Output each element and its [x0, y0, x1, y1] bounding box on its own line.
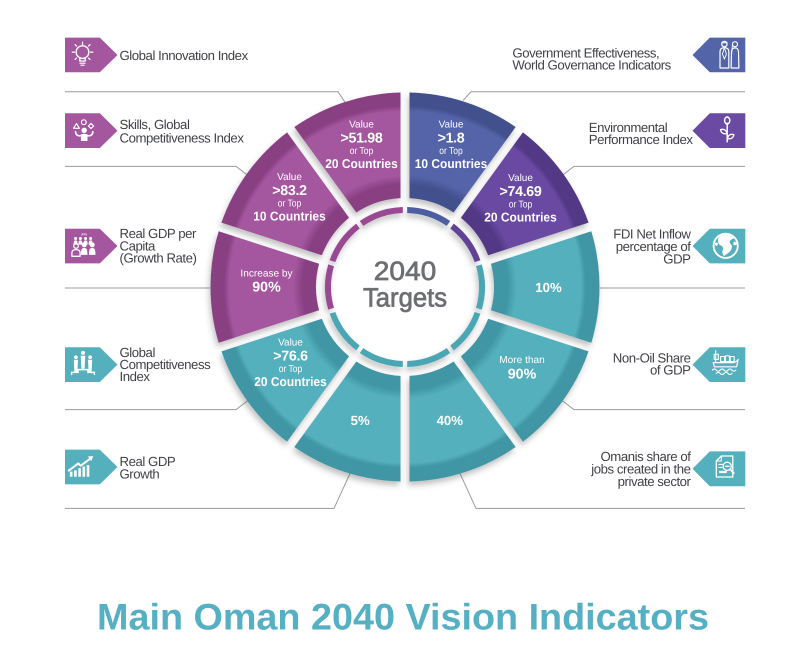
svg-text:20 Countries: 20 Countries: [484, 210, 557, 225]
svg-text:More than: More than: [499, 355, 544, 366]
svg-text:90%: 90%: [508, 366, 537, 382]
svg-text:>76.6: >76.6: [273, 348, 308, 364]
svg-text:Non-Oil Share: Non-Oil Share: [613, 350, 691, 365]
svg-text:>1.8: >1.8: [438, 130, 465, 146]
svg-text:(Growth Rate): (Growth Rate): [120, 251, 197, 266]
svg-text:Main Oman 2040 Vision Indicato: Main Oman 2040 Vision Indicators: [97, 597, 709, 638]
svg-text:40%: 40%: [437, 413, 464, 428]
svg-text:Capita: Capita: [120, 238, 157, 253]
svg-text:private sector: private sector: [618, 474, 692, 489]
svg-text:20 Countries: 20 Countries: [254, 374, 327, 389]
svg-text:Value: Value: [508, 173, 533, 184]
svg-text:20 Countries: 20 Countries: [325, 156, 398, 171]
svg-text:10 Countries: 10 Countries: [415, 156, 488, 171]
svg-text:Environmental: Environmental: [589, 120, 668, 135]
svg-text:Real GDP: Real GDP: [120, 454, 176, 469]
svg-text:GDP: GDP: [663, 252, 691, 267]
svg-text:Real GDP per: Real GDP per: [120, 226, 198, 241]
svg-text:Government Effectiveness,: Government Effectiveness,: [512, 46, 659, 61]
svg-text:World Governance Indicators: World Governance Indicators: [512, 57, 671, 72]
svg-text:>74.69: >74.69: [500, 184, 542, 200]
svg-text:5%: 5%: [351, 413, 370, 428]
svg-text:or Top: or Top: [350, 146, 374, 157]
svg-text:Omanis share of: Omanis share of: [601, 449, 692, 464]
svg-text:Global: Global: [120, 345, 156, 360]
svg-text:Global Innovation Index: Global Innovation Index: [120, 48, 249, 63]
svg-text:Increase by: Increase by: [240, 269, 293, 280]
svg-text:Index: Index: [120, 369, 151, 384]
svg-text:Value: Value: [277, 172, 302, 183]
svg-text:2040: 2040: [374, 256, 437, 286]
svg-text:10 Countries: 10 Countries: [253, 209, 326, 224]
svg-text:Value: Value: [439, 120, 464, 131]
svg-text:>83.2: >83.2: [272, 183, 307, 199]
svg-text:Performance Index: Performance Index: [589, 132, 694, 147]
svg-text:>51.98: >51.98: [341, 130, 383, 146]
svg-text:of GDP: of GDP: [650, 363, 691, 378]
svg-text:FDI Net Inflow: FDI Net Inflow: [613, 227, 691, 242]
svg-text:Value: Value: [349, 120, 374, 131]
svg-text:or Top: or Top: [278, 198, 302, 209]
svg-text:percentage of: percentage of: [616, 239, 692, 254]
svg-text:Competitiveness Index: Competitiveness Index: [120, 131, 245, 146]
svg-text:or Top: or Top: [439, 146, 463, 157]
svg-text:Targets: Targets: [363, 283, 447, 313]
svg-text:Growth: Growth: [120, 466, 160, 481]
svg-text:90%: 90%: [252, 280, 281, 296]
svg-text:or Top: or Top: [509, 199, 533, 210]
svg-text:Competitiveness: Competitiveness: [120, 357, 212, 372]
svg-text:Skills, Global: Skills, Global: [120, 117, 190, 132]
svg-text:10%: 10%: [535, 280, 562, 295]
svg-text:jobs created in the: jobs created in the: [590, 462, 690, 477]
svg-text:or Top: or Top: [279, 364, 303, 375]
svg-text:Value: Value: [278, 338, 303, 349]
